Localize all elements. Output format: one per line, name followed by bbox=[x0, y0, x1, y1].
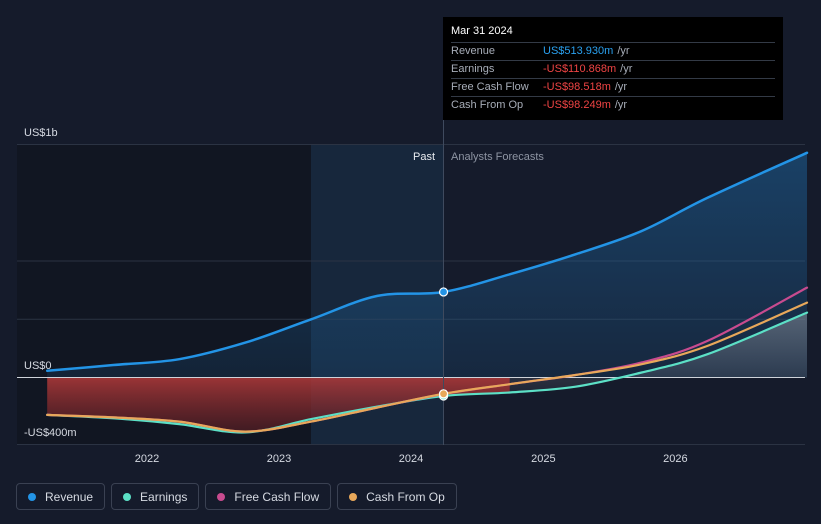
x-tick-label: 2026 bbox=[663, 453, 687, 465]
tooltip-value: -US$98.249m bbox=[543, 99, 611, 111]
legend-label: Revenue bbox=[45, 489, 94, 504]
tooltip-date: Mar 31 2024 bbox=[451, 25, 513, 37]
revenue-area bbox=[47, 152, 808, 378]
x-tick-label: 2022 bbox=[135, 453, 159, 465]
legend-item-earnings[interactable]: Earnings bbox=[111, 483, 200, 510]
tooltip-row-earnings: Earnings -US$110.868m /yr bbox=[451, 60, 775, 78]
tooltip-row-free-cash-flow: Free Cash Flow -US$98.518m /yr bbox=[451, 78, 775, 96]
tooltip-unit: /yr bbox=[620, 63, 633, 75]
revenue-dot-icon bbox=[28, 492, 36, 501]
forecast-label: Analysts Forecasts bbox=[451, 151, 544, 163]
point-marker-cash-from-op bbox=[438, 389, 449, 399]
legend-label: Earnings bbox=[140, 489, 188, 504]
x-tick-label: 2024 bbox=[399, 453, 423, 465]
series-line-cash-from-op bbox=[46, 301, 809, 433]
x-tick-label: 2025 bbox=[531, 453, 555, 465]
free-cash-flow-dot-icon bbox=[217, 492, 226, 501]
tooltip: Mar 31 2024 Revenue US$513.930m /yr Earn… bbox=[443, 17, 783, 120]
legend-label: Free Cash Flow bbox=[234, 489, 320, 504]
legend-item-cash-from-op[interactable]: Cash From Op bbox=[337, 483, 457, 510]
series-line-revenue bbox=[45, 151, 809, 373]
earnings-positive-area bbox=[509, 312, 807, 393]
tooltip-label: Cash From Op bbox=[451, 99, 524, 111]
point-marker-revenue bbox=[438, 287, 449, 297]
tooltip-unit: /yr bbox=[614, 99, 628, 111]
cash-from-op-dot-icon bbox=[349, 492, 358, 501]
x-tick-label: 2023 bbox=[267, 453, 291, 465]
tooltip-row-revenue: Revenue US$513.930m /yr bbox=[451, 42, 775, 60]
y-label-top: US$1b bbox=[24, 127, 58, 139]
tooltip-label: Free Cash Flow bbox=[451, 81, 529, 93]
tooltip-value: US$513.930m bbox=[543, 45, 614, 57]
tooltip-value: -US$110.868m bbox=[543, 63, 617, 75]
y-label-zero: US$0 bbox=[24, 360, 52, 372]
legend-item-free-cash-flow[interactable]: Free Cash Flow bbox=[205, 483, 332, 510]
tooltip-label: Earnings bbox=[451, 63, 495, 75]
tooltip-row-cash-from-op: Cash From Op -US$98.249m /yr bbox=[451, 96, 775, 114]
legend-label: Cash From Op bbox=[366, 489, 445, 504]
tooltip-unit: /yr bbox=[617, 45, 630, 57]
tooltip-value: -US$98.518m bbox=[543, 81, 611, 93]
y-label-bottom: -US$400m bbox=[24, 427, 77, 439]
legend-item-revenue[interactable]: Revenue bbox=[16, 483, 106, 510]
legend: Revenue Earnings Free Cash Flow Cash Fro… bbox=[16, 483, 457, 510]
earnings-dot-icon bbox=[123, 492, 132, 501]
past-label: Past bbox=[413, 151, 435, 163]
earnings-negative-area bbox=[47, 377, 510, 433]
tooltip-label: Revenue bbox=[451, 45, 496, 57]
tooltip-unit: /yr bbox=[614, 81, 628, 93]
